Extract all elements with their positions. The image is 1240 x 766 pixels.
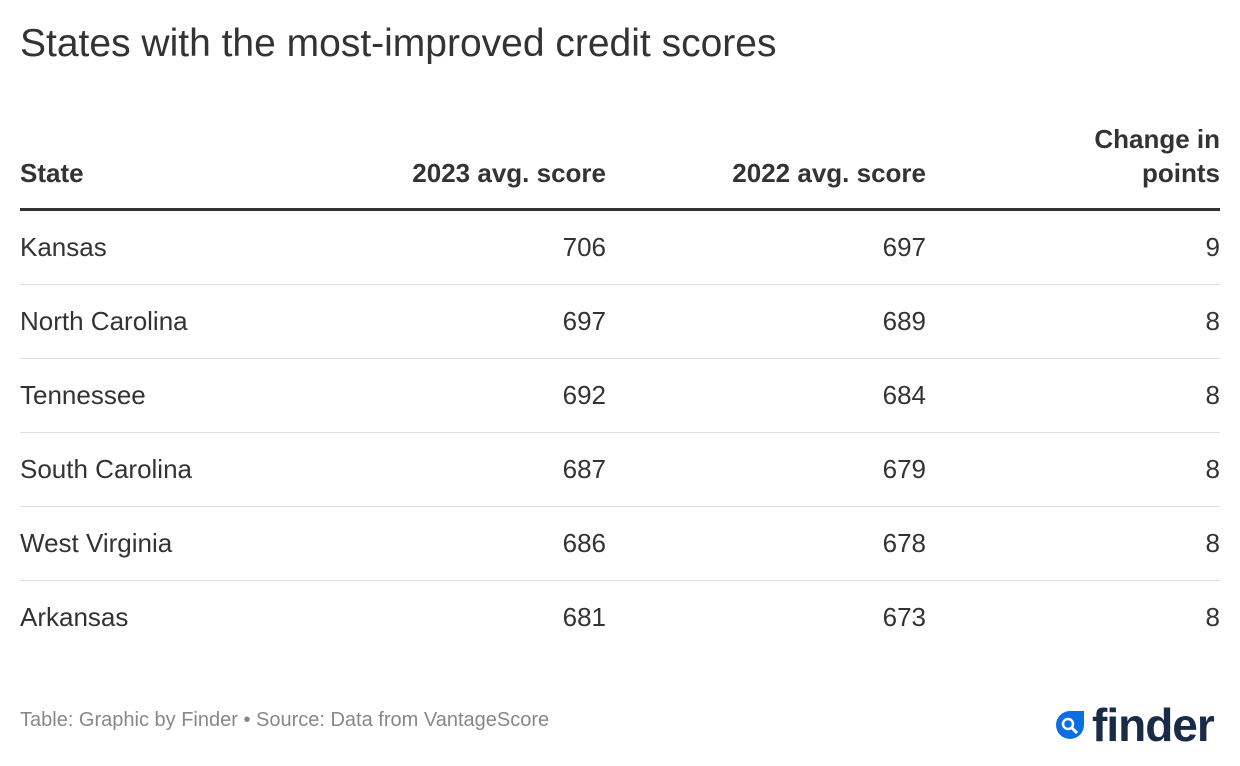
cell-state: Arkansas xyxy=(20,602,129,632)
cell-2023: 706 xyxy=(370,209,606,285)
cell-2023: 686 xyxy=(370,506,606,581)
cell-state: South Carolina xyxy=(20,432,370,507)
cell-2022: 697 xyxy=(606,209,926,285)
col-2022: 2022 avg. score xyxy=(606,122,926,211)
cell-change: 9 xyxy=(926,209,1220,285)
cell-state: Kansas xyxy=(20,209,370,285)
table-header: State 2023 avg. score 2022 avg. score Ch… xyxy=(20,122,1220,211)
cell-2022: 679 xyxy=(606,432,926,507)
cell-2023: 692 xyxy=(370,358,606,433)
cell-2022: 678 xyxy=(606,506,926,581)
logo-text: finder xyxy=(1092,699,1215,751)
footer-source: Table: Graphic by Finder • Source: Data … xyxy=(20,709,550,731)
magnifier-drop-icon xyxy=(1056,711,1084,739)
cell-2023: 687 xyxy=(370,432,606,507)
table-row: Kansas 706 697 9 xyxy=(20,209,1220,285)
cell-2023: 697 xyxy=(370,284,606,359)
cell-state: Tennessee xyxy=(20,358,370,433)
col-change-label: Change in points xyxy=(1094,124,1220,188)
page-title: States with the most-improved credit sco… xyxy=(20,22,777,65)
table-row: North Carolina 697 689 8 xyxy=(20,284,1220,359)
cell-change: 8 xyxy=(926,432,1220,507)
col-change: Change in points xyxy=(926,122,1220,211)
data-table: State 2023 avg. score 2022 avg. score Ch… xyxy=(20,122,1220,654)
cell-2023: 681 xyxy=(562,602,606,632)
cell-change: 8 xyxy=(1205,602,1220,632)
col-2023: 2023 avg. score xyxy=(370,122,606,211)
table-row: Tennessee 692 684 8 xyxy=(20,358,1220,433)
cell-change: 8 xyxy=(926,284,1220,359)
finder-logo: finder xyxy=(1052,698,1215,752)
cell-2022: 689 xyxy=(606,284,926,359)
cell-change: 8 xyxy=(926,506,1220,581)
table-row: South Carolina 687 679 8 xyxy=(20,432,1220,507)
cell-change: 8 xyxy=(926,358,1220,433)
col-state: State xyxy=(20,122,370,211)
cell-state: North Carolina xyxy=(20,284,370,359)
cell-2022: 684 xyxy=(606,358,926,433)
table-row: Arkansas 681 673 8 xyxy=(20,581,1220,655)
cell-state: West Virginia xyxy=(20,506,370,581)
table-row: West Virginia 686 678 8 xyxy=(20,506,1220,581)
cell-2022: 673 xyxy=(882,602,926,632)
